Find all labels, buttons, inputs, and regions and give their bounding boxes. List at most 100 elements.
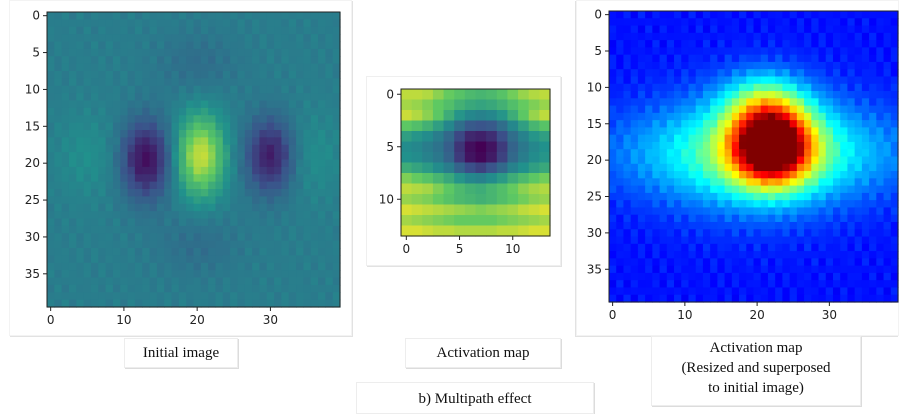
heatmap-cell <box>296 137 304 146</box>
heatmap-cell <box>630 221 639 230</box>
heatmap-cell <box>274 71 282 79</box>
heatmap-cell <box>674 112 682 121</box>
heatmap-cell <box>325 248 334 256</box>
heatmap-cell <box>149 248 158 256</box>
heatmap-cell <box>840 11 849 19</box>
heatmap-cell <box>609 236 617 245</box>
heatmap-cell <box>789 91 798 99</box>
heatmap-cell <box>674 69 682 78</box>
heatmap-cell <box>760 40 769 48</box>
heatmap-cell <box>883 294 892 303</box>
heatmap-cell <box>775 185 783 194</box>
heatmap-cell <box>659 272 668 281</box>
heatmap-cell <box>200 107 209 116</box>
heatmap-cell <box>237 233 246 242</box>
heatmap-cell <box>259 107 268 116</box>
heatmap-cell <box>186 299 195 308</box>
heatmap-cell <box>274 41 282 50</box>
heatmap-cell <box>695 214 704 223</box>
heatmap-cell <box>674 149 682 158</box>
heatmap-cell <box>861 236 870 245</box>
heatmap-cell <box>775 287 783 296</box>
heatmap-cell <box>149 240 158 249</box>
heatmap-cell <box>811 192 820 201</box>
heatmap-cell <box>318 107 326 116</box>
heatmap-cell <box>847 32 856 41</box>
heatmap-cell <box>645 91 653 99</box>
heatmap-cell <box>61 196 70 205</box>
heatmap-cell <box>68 181 77 190</box>
heatmap-cell <box>259 233 268 242</box>
heatmap-cell <box>61 152 70 161</box>
heatmap-cell <box>652 18 661 27</box>
heatmap-cell <box>710 120 718 129</box>
heatmap-cell <box>731 120 740 129</box>
heatmap-cell <box>318 34 326 43</box>
heatmap-cell <box>68 41 77 50</box>
heatmap-cell <box>149 93 158 102</box>
heatmap-cell <box>252 299 261 308</box>
heatmap-cell <box>112 130 121 138</box>
heatmap-cell <box>854 149 863 158</box>
heatmap-cell <box>171 181 180 190</box>
heatmap-cell <box>200 152 209 161</box>
heatmap-cell <box>782 236 791 245</box>
heatmap-cell <box>68 211 77 220</box>
heatmap-cell <box>746 134 755 143</box>
heatmap-cell <box>90 34 99 43</box>
heatmap-cell <box>208 12 217 20</box>
heatmap-cell <box>883 98 892 107</box>
heatmap-cell <box>775 32 783 41</box>
heatmap-cell <box>539 194 551 206</box>
heatmap-cell <box>244 166 253 175</box>
heatmap-cell <box>61 270 70 279</box>
heatmap-cell <box>208 233 217 242</box>
heatmap-cell <box>507 89 519 101</box>
heatmap-cell <box>688 214 697 223</box>
heatmap-cell <box>259 159 268 168</box>
heatmap-cell <box>105 189 114 197</box>
heatmap-cell <box>149 174 158 183</box>
heatmap-cell <box>746 156 755 165</box>
heatmap-cell <box>796 134 805 143</box>
heatmap-cell <box>681 112 690 121</box>
heatmap-cell <box>54 78 63 87</box>
heatmap-cell <box>674 25 682 34</box>
heatmap-cell <box>288 277 297 286</box>
heatmap-cell <box>288 48 297 57</box>
heatmap-cell <box>753 32 762 41</box>
heatmap-cell <box>164 277 173 286</box>
heatmap-cell <box>252 233 261 242</box>
heatmap-cell <box>47 48 55 57</box>
heatmap-cell <box>876 141 885 150</box>
heatmap-cell <box>760 265 769 274</box>
heatmap-cell <box>215 26 224 35</box>
heatmap-cell <box>164 262 173 271</box>
heatmap-cell <box>288 284 297 293</box>
heatmap-cell <box>825 207 834 216</box>
heatmap-cell <box>76 93 85 102</box>
heatmap-cell <box>876 83 885 92</box>
heatmap-cell <box>105 122 114 131</box>
heatmap-cell <box>652 11 661 19</box>
heatmap-cell <box>731 272 740 281</box>
heatmap-cell <box>134 233 143 242</box>
heatmap-cell <box>54 174 63 183</box>
heatmap-cell <box>288 93 297 102</box>
heatmap-cell <box>422 152 434 164</box>
heatmap-cell <box>782 221 791 230</box>
heatmap-cell <box>811 105 820 114</box>
heatmap-cell <box>674 47 682 56</box>
heatmap-cell <box>847 236 856 245</box>
heatmap-cell <box>83 277 92 286</box>
heatmap-cell <box>666 127 675 136</box>
heatmap-cell <box>332 299 341 308</box>
heatmap-cell <box>164 218 173 227</box>
heatmap-cell <box>222 262 231 271</box>
heatmap-cell <box>61 137 70 146</box>
heatmap-cell <box>876 280 885 289</box>
heatmap-cell <box>840 98 849 107</box>
heatmap-cell <box>47 270 55 279</box>
heatmap-cell <box>215 218 224 227</box>
heatmap-cell <box>83 56 92 65</box>
